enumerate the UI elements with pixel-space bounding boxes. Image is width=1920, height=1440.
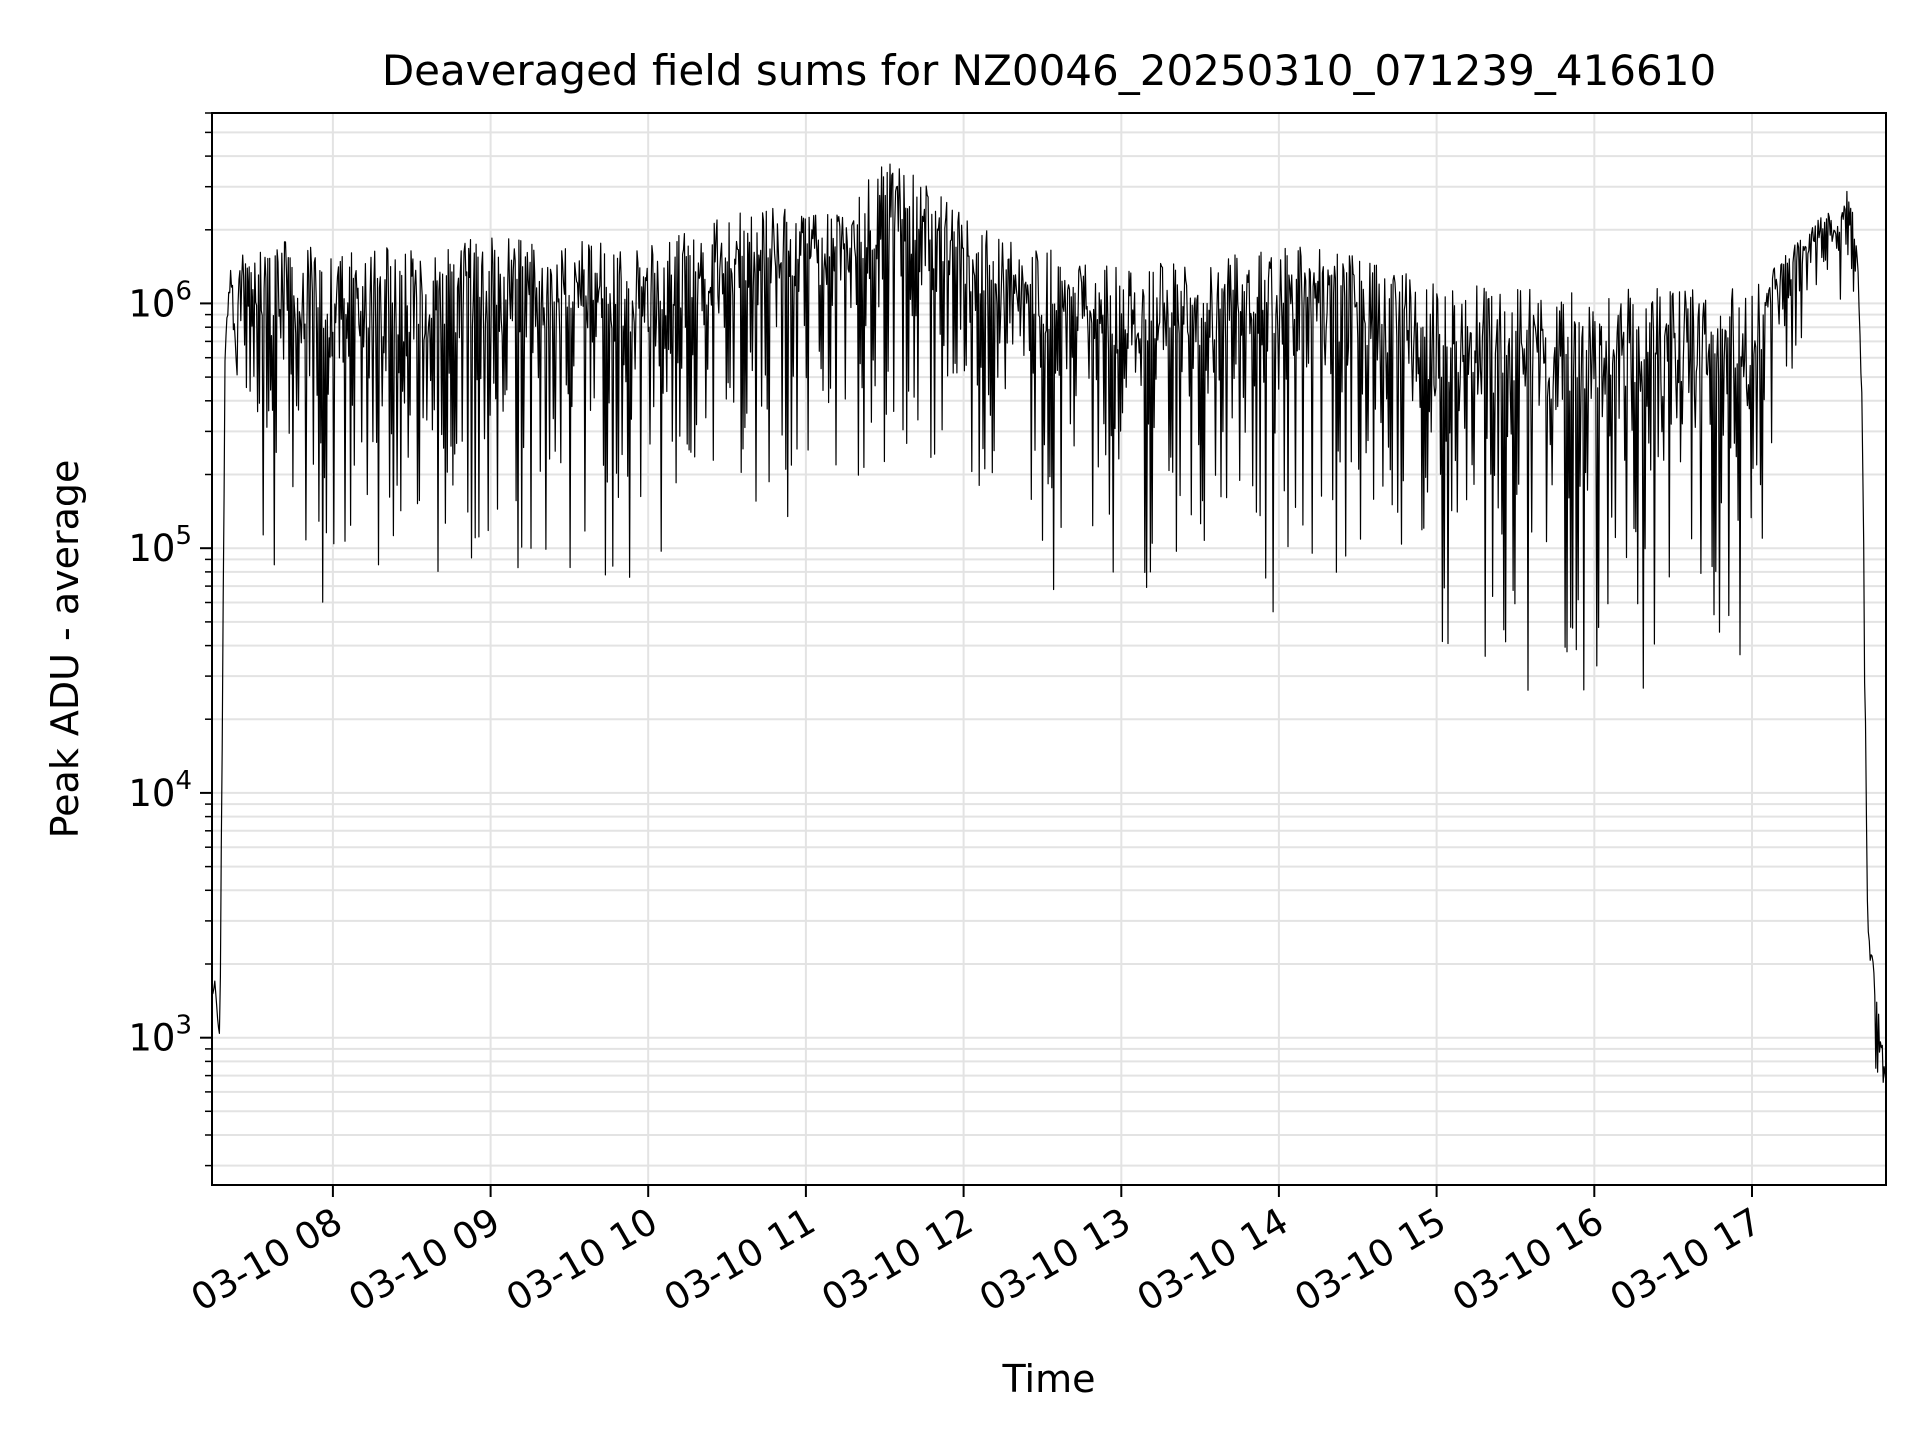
x-tick-label: 03-10 12: [815, 1200, 981, 1320]
y-tick-label: 103: [128, 1011, 192, 1060]
x-tick-label: 03-10 08: [184, 1200, 350, 1320]
x-tick-label: 03-10 17: [1603, 1200, 1769, 1320]
y-tick-label: 106: [128, 276, 192, 325]
series-line: [211, 163, 1887, 1083]
x-axis-label: Time: [1002, 1357, 1096, 1401]
x-tick-label: 03-10 10: [499, 1200, 665, 1320]
data-series: [211, 163, 1887, 1083]
x-tick-label: 03-10 13: [972, 1200, 1138, 1320]
x-tick-label: 03-10 11: [657, 1200, 823, 1320]
x-tick-label: 03-10 16: [1445, 1200, 1611, 1320]
y-axis-label: Peak ADU - average: [43, 460, 87, 839]
y-tick-label: 105: [128, 521, 192, 570]
chart-title: Deaveraged field sums for NZ0046_2025031…: [382, 46, 1716, 95]
x-tick-label: 03-10 15: [1288, 1200, 1454, 1320]
y-tick-label: 104: [128, 766, 192, 815]
grid: [212, 112, 1886, 1185]
x-tick-label: 03-10 14: [1130, 1200, 1296, 1320]
plot-frame: [211, 112, 1887, 1186]
x-tick-label: 03-10 09: [342, 1200, 508, 1320]
